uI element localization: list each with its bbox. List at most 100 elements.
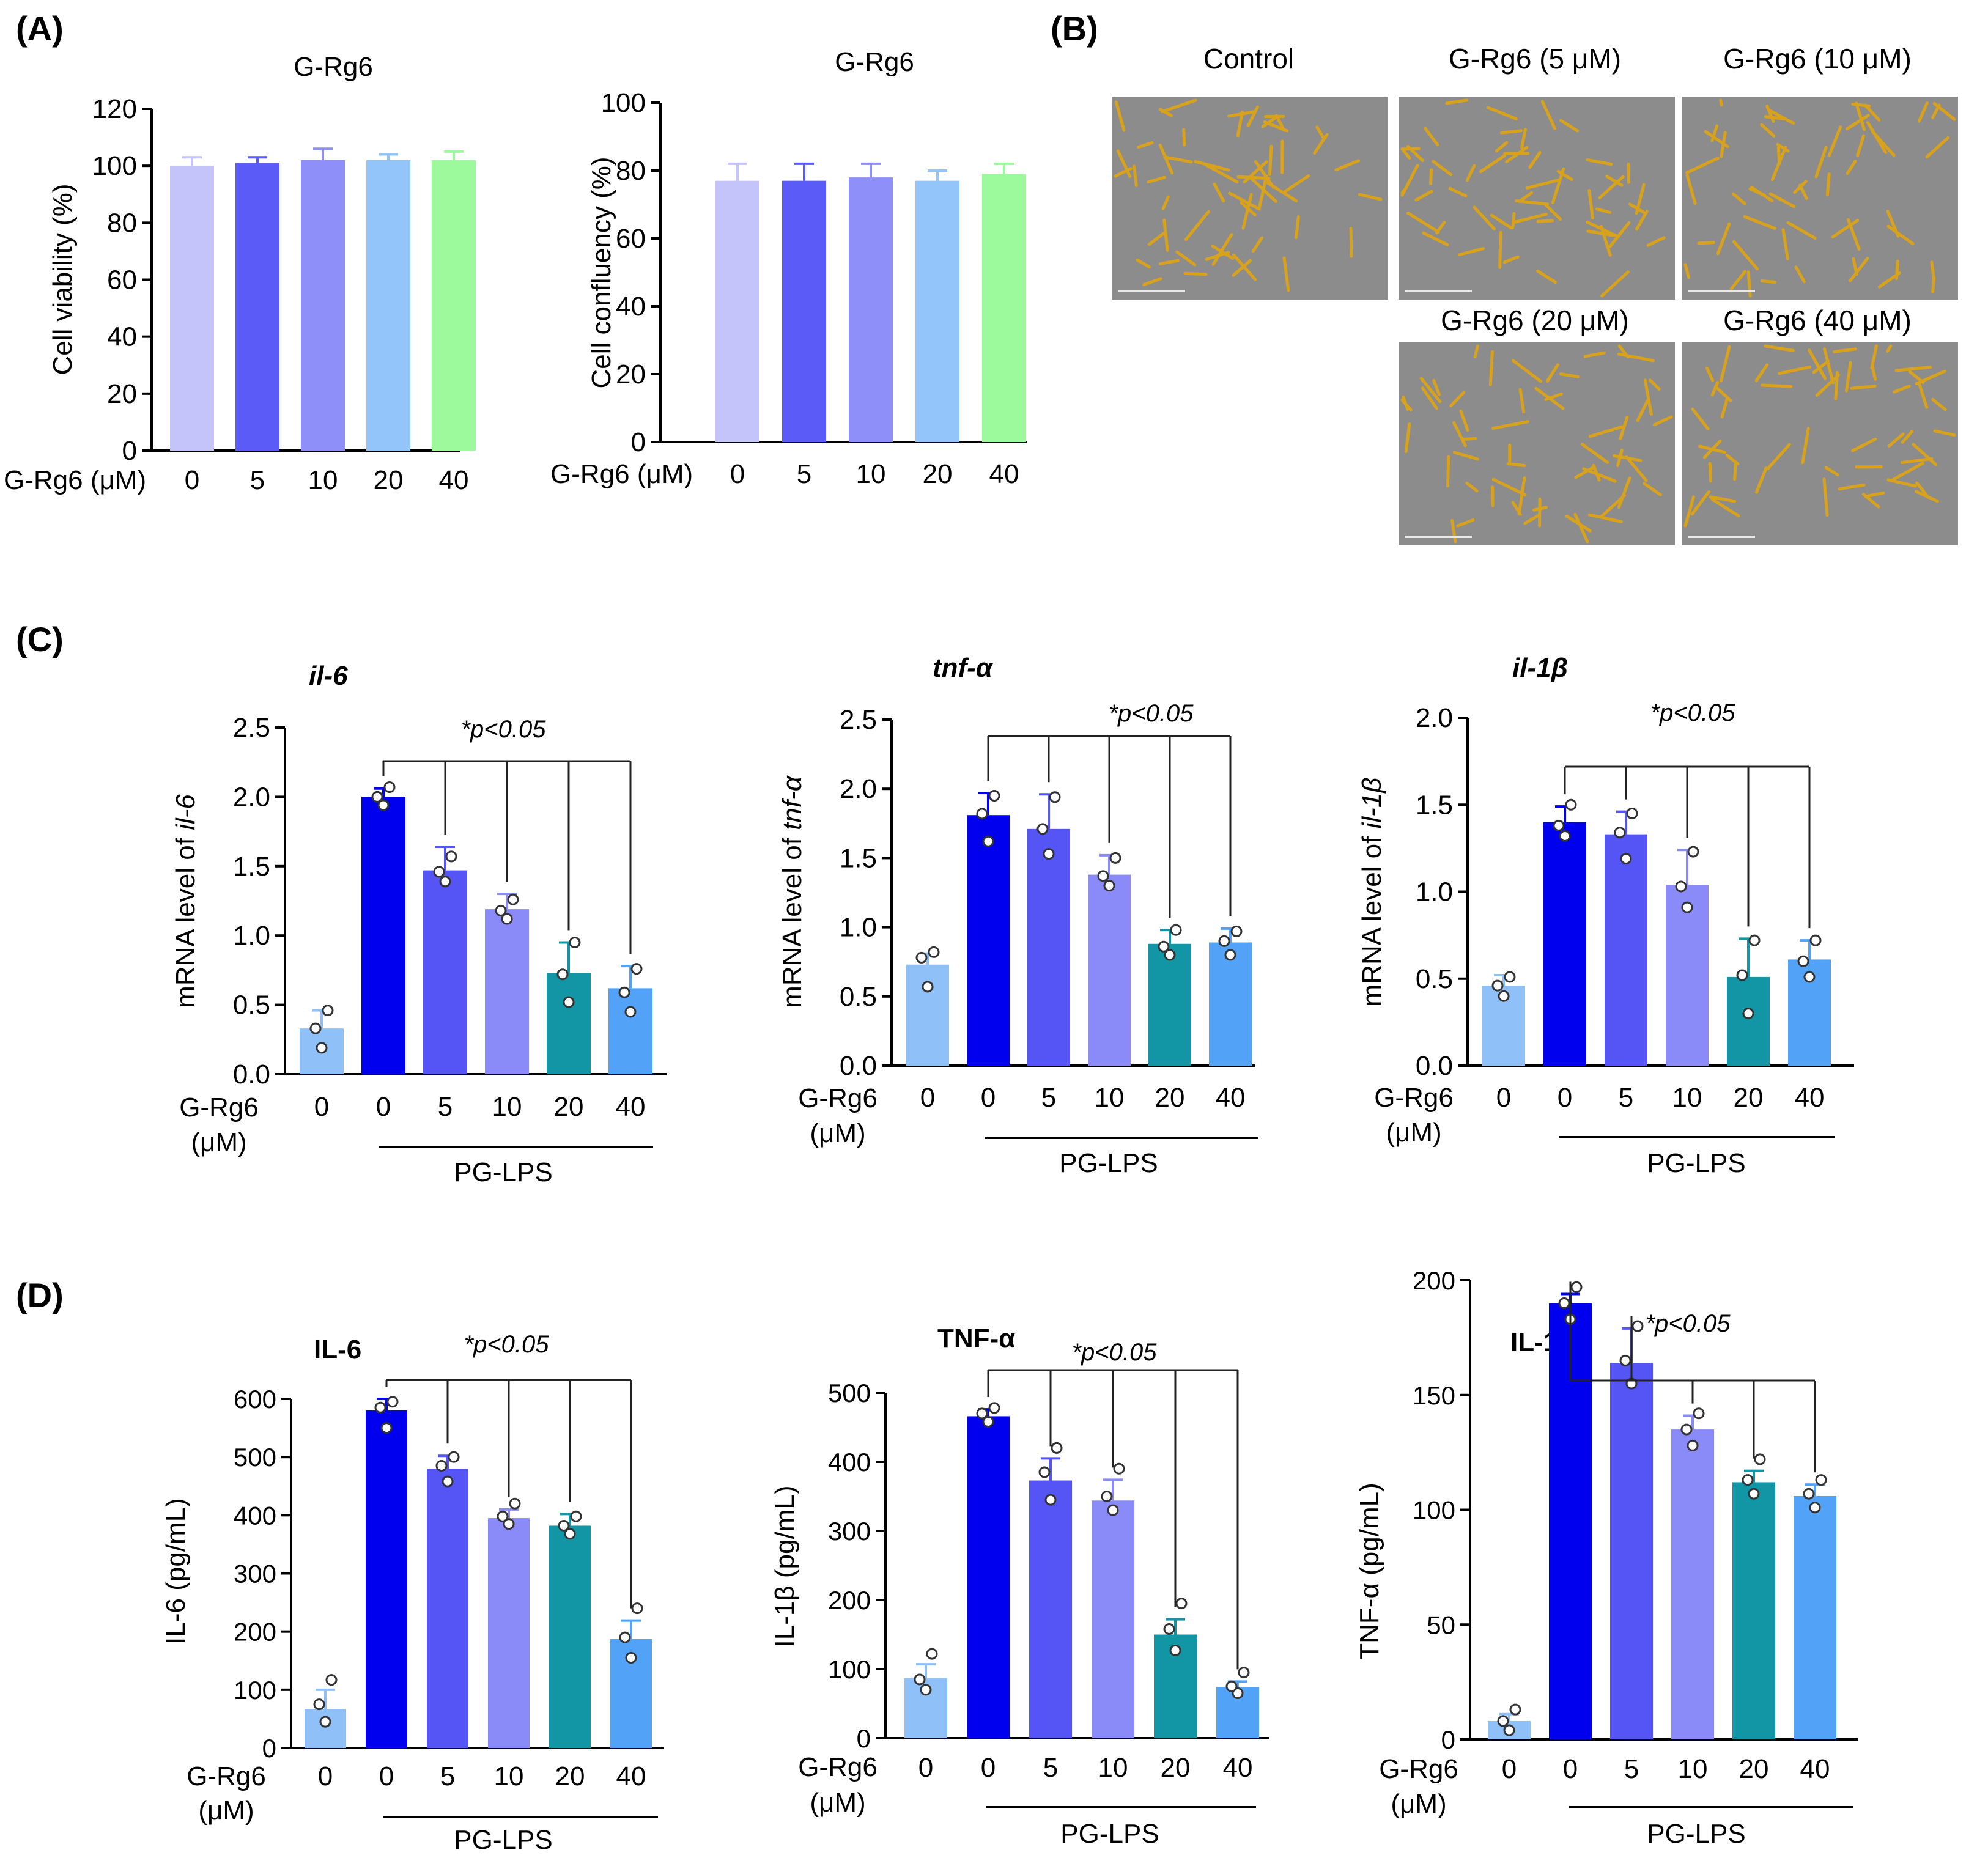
microscopy-image <box>1399 342 1675 545</box>
x-tick-label: 0 <box>730 459 745 489</box>
x-tick-label: 5 <box>1624 1754 1639 1784</box>
cell-mark <box>1490 213 1513 230</box>
cell-mark <box>1605 174 1624 187</box>
bar <box>967 815 1010 1066</box>
y-tick-label: 1.5 <box>840 843 877 873</box>
cell-mark <box>1488 350 1494 387</box>
cell-mark <box>1457 247 1485 257</box>
y-axis-label-gene: il-6 <box>171 794 201 830</box>
cell-mark <box>1598 175 1625 199</box>
cell-mark <box>1400 188 1406 194</box>
cell-mark <box>1358 193 1383 201</box>
cell-mark <box>1175 250 1197 267</box>
cell-mark <box>1743 215 1776 230</box>
cell-mark <box>1851 437 1877 452</box>
data-point <box>1620 852 1632 864</box>
data-point <box>1675 880 1687 893</box>
y-tick-label: 0.0 <box>1416 1051 1453 1081</box>
data-point <box>439 876 451 888</box>
cell-mark <box>1545 363 1559 383</box>
cell-mark <box>1886 478 1917 488</box>
data-point <box>380 1422 393 1434</box>
data-point <box>558 1519 570 1532</box>
data-point <box>377 799 390 811</box>
cell-mark <box>1691 407 1710 431</box>
bar <box>906 964 949 1066</box>
cell-mark <box>1565 514 1592 533</box>
cell-mark <box>1459 409 1469 432</box>
cell-mark <box>1114 167 1133 178</box>
y-tick-label: 0 <box>1441 1725 1455 1754</box>
data-point <box>1619 1354 1631 1366</box>
data-point <box>1809 1502 1821 1514</box>
cell-mark <box>1754 363 1769 383</box>
cell-mark <box>1227 110 1256 118</box>
cell-mark <box>1586 158 1613 166</box>
cell-mark <box>1635 210 1649 231</box>
data-point <box>619 1631 631 1643</box>
data-point <box>1038 1466 1051 1478</box>
cell-mark <box>1704 130 1729 149</box>
data-point <box>1175 1598 1188 1610</box>
y-tick-label: 100 <box>1413 1496 1455 1525</box>
chart-title: G-Rg6 <box>294 52 373 82</box>
data-point <box>386 1396 399 1408</box>
x-axis-title-line2: (μM) <box>1391 1789 1446 1819</box>
image-label: Control <box>1203 43 1294 75</box>
cell-mark <box>1282 256 1290 292</box>
cell-mark <box>1625 455 1648 482</box>
data-point <box>1687 1439 1699 1451</box>
cell-mark <box>1184 210 1210 241</box>
cell-mark <box>1827 125 1842 157</box>
x-tick-label: 40 <box>1223 1753 1253 1783</box>
data-point <box>1238 1667 1250 1679</box>
data-point <box>988 790 1000 802</box>
cell-mark <box>1587 513 1623 523</box>
data-point <box>1101 1491 1113 1502</box>
x-tick-label: 40 <box>616 1092 646 1122</box>
cell-mark <box>1636 399 1649 422</box>
cell-mark <box>1588 425 1624 438</box>
cell-mark <box>1158 143 1174 175</box>
data-point <box>564 1528 576 1540</box>
y-tick-label: 60 <box>616 224 646 254</box>
x-tick-label: 20 <box>555 1761 585 1791</box>
x-tick-label: 0 <box>1563 1754 1578 1784</box>
cell-mark <box>1232 259 1252 277</box>
cell-mark <box>1452 451 1479 461</box>
data-point <box>618 986 630 998</box>
cell-mark <box>1586 229 1614 237</box>
cell-mark <box>1877 271 1901 289</box>
x-tick-label: 20 <box>554 1092 584 1122</box>
image-label: G-Rg6 (20 μM) <box>1441 304 1629 336</box>
cell-mark <box>1887 432 1905 448</box>
group-label: PG-LPS <box>1647 1819 1745 1849</box>
panel-label-b: (B) <box>1051 9 1098 48</box>
x-tick-label: 5 <box>797 459 811 489</box>
bar <box>608 988 652 1074</box>
x-axis-title: G-Rg6 (μM) <box>550 459 693 489</box>
cell-mark <box>1520 128 1527 149</box>
x-tick-label: 0 <box>981 1083 996 1113</box>
y-tick-label: 80 <box>616 156 646 186</box>
data-point <box>1742 1474 1754 1486</box>
cell-mark <box>1421 386 1438 410</box>
cell-mark <box>1746 270 1752 298</box>
cell-mark <box>1161 195 1170 210</box>
y-axis-label: Cell viability (%) <box>48 184 78 375</box>
cell-mark <box>1449 391 1466 408</box>
cell-mark <box>1540 100 1556 130</box>
data-point <box>325 1674 338 1686</box>
cell-mark <box>1760 123 1776 138</box>
cell-mark <box>1643 378 1653 416</box>
significance-label: *p<0.05 <box>1108 700 1194 727</box>
cell-mark <box>1450 518 1457 544</box>
bar <box>488 1518 530 1748</box>
data-point <box>1225 1680 1238 1692</box>
cell-mark <box>1649 378 1661 391</box>
y-tick-label: 500 <box>234 1443 276 1472</box>
cell-mark <box>1863 103 1881 122</box>
cell-mark <box>1823 347 1835 385</box>
data-point <box>914 1673 926 1686</box>
